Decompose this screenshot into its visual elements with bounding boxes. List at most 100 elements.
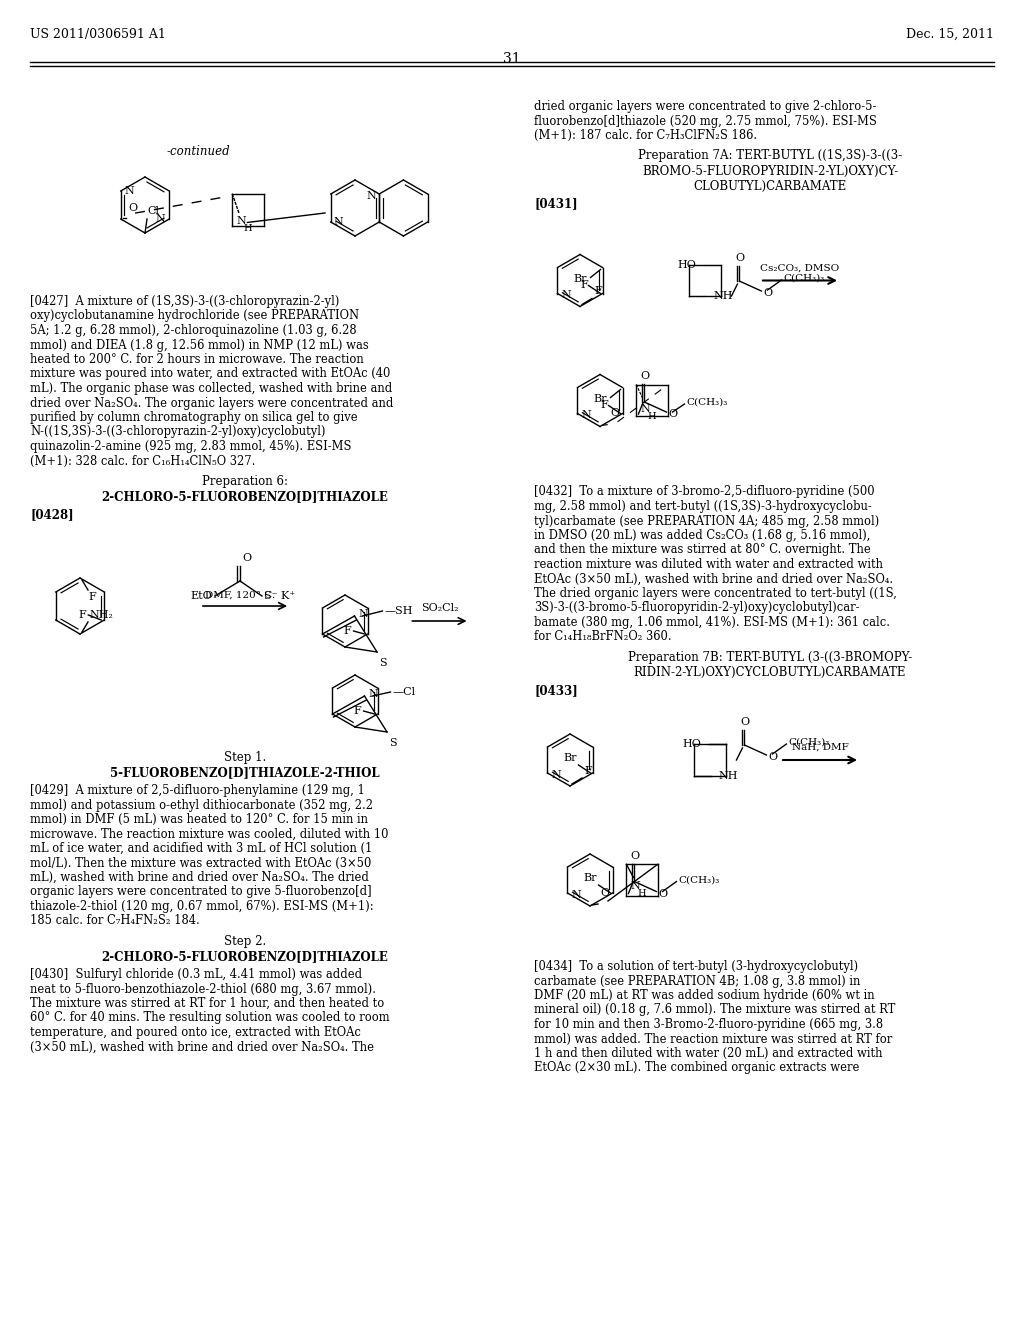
Text: C(CH₃)₃: C(CH₃)₃ bbox=[788, 738, 829, 747]
Text: N: N bbox=[367, 191, 376, 201]
Text: N: N bbox=[369, 689, 378, 700]
Text: HO: HO bbox=[678, 260, 696, 271]
Text: mmol) was added. The reaction mixture was stirred at RT for: mmol) was added. The reaction mixture wa… bbox=[534, 1032, 892, 1045]
Text: F: F bbox=[584, 766, 592, 776]
Text: N: N bbox=[641, 404, 650, 414]
Text: purified by column chromatography on silica gel to give: purified by column chromatography on sil… bbox=[30, 411, 357, 424]
Text: DMF (20 mL) at RT was added sodium hydride (60% wt in: DMF (20 mL) at RT was added sodium hydri… bbox=[534, 989, 874, 1002]
Text: N: N bbox=[125, 186, 134, 195]
Text: mmol) and DIEA (1.8 g, 12.56 mmol) in NMP (12 mL) was: mmol) and DIEA (1.8 g, 12.56 mmol) in NM… bbox=[30, 338, 369, 351]
Text: HO: HO bbox=[683, 739, 701, 750]
Text: Preparation 6:: Preparation 6: bbox=[202, 475, 288, 488]
Text: F: F bbox=[344, 626, 351, 636]
Text: reaction mixture was diluted with water and extracted with: reaction mixture was diluted with water … bbox=[534, 558, 883, 572]
Text: quinazolin-2-amine (925 mg, 2.83 mmol, 45%). ESI-MS: quinazolin-2-amine (925 mg, 2.83 mmol, 4… bbox=[30, 440, 351, 453]
Text: [0429]  A mixture of 2,5-difluoro-phenylamine (129 mg, 1: [0429] A mixture of 2,5-difluoro-phenyla… bbox=[30, 784, 365, 797]
Text: -continued: -continued bbox=[167, 145, 230, 158]
Text: mixture was poured into water, and extracted with EtOAc (40: mixture was poured into water, and extra… bbox=[30, 367, 390, 380]
Text: oxy)cyclobutanamine hydrochloride (see PREPARATION: oxy)cyclobutanamine hydrochloride (see P… bbox=[30, 309, 359, 322]
Text: EtOAc (2×30 mL). The combined organic extracts were: EtOAc (2×30 mL). The combined organic ex… bbox=[534, 1061, 859, 1074]
Text: N-((1S,3S)-3-((3-chloropyrazin-2-yl)oxy)cyclobutyl): N-((1S,3S)-3-((3-chloropyrazin-2-yl)oxy)… bbox=[30, 425, 326, 438]
Text: Cs₂CO₃, DMSO: Cs₂CO₃, DMSO bbox=[761, 264, 840, 272]
Text: O: O bbox=[600, 888, 609, 898]
Text: O: O bbox=[768, 752, 777, 762]
Text: N: N bbox=[358, 609, 369, 619]
Text: Br: Br bbox=[593, 393, 606, 404]
Text: [0432]  To a mixture of 3-bromo-2,5-difluoro-pyridine (500: [0432] To a mixture of 3-bromo-2,5-diflu… bbox=[534, 486, 874, 499]
Text: dried organic layers were concentrated to give 2-chloro-5-: dried organic layers were concentrated t… bbox=[534, 100, 877, 114]
Text: H: H bbox=[637, 890, 646, 899]
Text: F: F bbox=[353, 706, 361, 715]
Text: The dried organic layers were concentrated to tert-butyl ((1S,: The dried organic layers were concentrat… bbox=[534, 587, 897, 601]
Text: N: N bbox=[582, 411, 591, 421]
Text: for C₁₄H₁₈BrFN₂O₂ 360.: for C₁₄H₁₈BrFN₂O₂ 360. bbox=[534, 631, 672, 644]
Text: 5A; 1.2 g, 6.28 mmol), 2-chloroquinazoline (1.03 g, 6.28: 5A; 1.2 g, 6.28 mmol), 2-chloroquinazoli… bbox=[30, 323, 356, 337]
Text: F: F bbox=[79, 610, 86, 620]
Text: 3S)-3-((3-bromo-5-fluoropyridin-2-yl)oxy)cyclobutyl)car-: 3S)-3-((3-bromo-5-fluoropyridin-2-yl)oxy… bbox=[534, 602, 859, 615]
Text: heated to 200° C. for 2 hours in microwave. The reaction: heated to 200° C. for 2 hours in microwa… bbox=[30, 352, 364, 366]
Text: Preparation 7A: TERT-BUTYL ((1S,3S)-3-((3-: Preparation 7A: TERT-BUTYL ((1S,3S)-3-((… bbox=[638, 149, 902, 162]
Text: (M+1): 328 calc. for C₁₆H₁₄ClN₅O 327.: (M+1): 328 calc. for C₁₆H₁₄ClN₅O 327. bbox=[30, 454, 255, 467]
Text: organic layers were concentrated to give 5-fluorobenzo[d]: organic layers were concentrated to give… bbox=[30, 886, 372, 899]
Text: NH: NH bbox=[714, 290, 733, 301]
Text: NH: NH bbox=[719, 771, 738, 780]
Text: mL of ice water, and acidified with 3 mL of HCl solution (1: mL of ice water, and acidified with 3 mL… bbox=[30, 842, 373, 855]
Text: F: F bbox=[594, 286, 602, 297]
Text: (3×50 mL), washed with brine and dried over Na₂SO₄. The: (3×50 mL), washed with brine and dried o… bbox=[30, 1040, 374, 1053]
Text: mol/L). Then the mixture was extracted with EtOAc (3×50: mol/L). Then the mixture was extracted w… bbox=[30, 857, 372, 870]
Text: [0434]  To a solution of tert-butyl (3-hydroxycyclobutyl): [0434] To a solution of tert-butyl (3-hy… bbox=[534, 960, 858, 973]
Text: 60° C. for 40 mins. The resulting solution was cooled to room: 60° C. for 40 mins. The resulting soluti… bbox=[30, 1011, 389, 1024]
Text: O: O bbox=[129, 203, 138, 213]
Text: [0430]  Sulfuryl chloride (0.3 mL, 4.41 mmol) was added: [0430] Sulfuryl chloride (0.3 mL, 4.41 m… bbox=[30, 968, 362, 981]
Text: N: N bbox=[156, 214, 165, 224]
Text: F: F bbox=[601, 400, 608, 409]
Text: mg, 2.58 mmol) and tert-butyl ((1S,3S)-3-hydroxycyclobu-: mg, 2.58 mmol) and tert-butyl ((1S,3S)-3… bbox=[534, 500, 871, 513]
Text: Br: Br bbox=[563, 752, 577, 763]
Text: N: N bbox=[552, 770, 561, 780]
Text: EtO: EtO bbox=[190, 591, 212, 601]
Text: SO₂Cl₂: SO₂Cl₂ bbox=[421, 603, 458, 612]
Text: O: O bbox=[242, 553, 251, 564]
Text: Preparation 7B: TERT-BUTYL (3-((3-BROMOPY-: Preparation 7B: TERT-BUTYL (3-((3-BROMOP… bbox=[628, 651, 912, 664]
Text: N: N bbox=[334, 216, 343, 227]
Text: N: N bbox=[631, 882, 640, 891]
Text: F: F bbox=[88, 591, 96, 602]
Text: US 2011/0306591 A1: US 2011/0306591 A1 bbox=[30, 28, 166, 41]
Text: O: O bbox=[658, 888, 668, 899]
Text: N: N bbox=[237, 216, 247, 227]
Text: O: O bbox=[740, 717, 749, 727]
Text: C(CH₃)₃: C(CH₃)₃ bbox=[783, 273, 824, 282]
Text: [0428]: [0428] bbox=[30, 508, 74, 521]
Text: neat to 5-fluoro-benzothiazole-2-thiol (680 mg, 3.67 mmol).: neat to 5-fluoro-benzothiazole-2-thiol (… bbox=[30, 982, 376, 995]
Text: Step 2.: Step 2. bbox=[224, 935, 266, 948]
Text: bamate (380 mg, 1.06 mmol, 41%). ESI-MS (M+1): 361 calc.: bamate (380 mg, 1.06 mmol, 41%). ESI-MS … bbox=[534, 616, 890, 630]
Text: tyl)carbamate (see PREPARATION 4A; 485 mg, 2.58 mmol): tyl)carbamate (see PREPARATION 4A; 485 m… bbox=[534, 515, 880, 528]
Text: fluorobenzo[d]thiazole (520 mg, 2.75 mmol, 75%). ESI-MS: fluorobenzo[d]thiazole (520 mg, 2.75 mmo… bbox=[534, 115, 877, 128]
Text: H: H bbox=[243, 224, 252, 234]
Text: The mixture was stirred at RT for 1 hour, and then heated to: The mixture was stirred at RT for 1 hour… bbox=[30, 997, 384, 1010]
Text: C(CH₃)₃: C(CH₃)₃ bbox=[679, 875, 720, 884]
Text: O: O bbox=[610, 408, 620, 418]
Text: 1 h and then diluted with water (20 mL) and extracted with: 1 h and then diluted with water (20 mL) … bbox=[534, 1047, 883, 1060]
Text: 31: 31 bbox=[503, 51, 521, 66]
Text: for 10 min and then 3-Bromo-2-fluoro-pyridine (665 mg, 3.8: for 10 min and then 3-Bromo-2-fluoro-pyr… bbox=[534, 1018, 883, 1031]
Text: Step 1.: Step 1. bbox=[224, 751, 266, 764]
Text: F: F bbox=[581, 280, 589, 289]
Text: microwave. The reaction mixture was cooled, diluted with 10: microwave. The reaction mixture was cool… bbox=[30, 828, 388, 841]
Text: 5-FLUOROBENZO[D]THIAZOLE-2-THIOL: 5-FLUOROBENZO[D]THIAZOLE-2-THIOL bbox=[111, 766, 380, 779]
Text: O: O bbox=[764, 288, 772, 298]
Text: mL). The organic phase was collected, washed with brine and: mL). The organic phase was collected, wa… bbox=[30, 381, 392, 395]
Text: S: S bbox=[379, 657, 387, 668]
Text: Br: Br bbox=[583, 873, 597, 883]
Text: mL), washed with brine and dried over Na₂SO₄. The dried: mL), washed with brine and dried over Na… bbox=[30, 871, 369, 884]
Text: EtOAc (3×50 mL), washed with brine and dried over Na₂SO₄.: EtOAc (3×50 mL), washed with brine and d… bbox=[534, 573, 893, 586]
Text: RIDIN-2-YL)OXY)CYCLOBUTYL)CARBAMATE: RIDIN-2-YL)OXY)CYCLOBUTYL)CARBAMATE bbox=[634, 667, 906, 678]
Text: N: N bbox=[561, 290, 571, 301]
Text: [0427]  A mixture of (1S,3S)-3-((3-chloropyrazin-2-yl): [0427] A mixture of (1S,3S)-3-((3-chloro… bbox=[30, 294, 339, 308]
Text: carbamate (see PREPARATION 4B; 1.08 g, 3.8 mmol) in: carbamate (see PREPARATION 4B; 1.08 g, 3… bbox=[534, 974, 860, 987]
Text: mmol) and potassium o-ethyl dithiocarbonate (352 mg, 2.2: mmol) and potassium o-ethyl dithiocarbon… bbox=[30, 799, 373, 812]
Text: mmol) in DMF (5 mL) was heated to 120° C. for 15 min in: mmol) in DMF (5 mL) was heated to 120° C… bbox=[30, 813, 368, 826]
Text: [0433]: [0433] bbox=[534, 684, 578, 697]
Text: [0431]: [0431] bbox=[534, 198, 578, 210]
Text: Br: Br bbox=[573, 273, 587, 284]
